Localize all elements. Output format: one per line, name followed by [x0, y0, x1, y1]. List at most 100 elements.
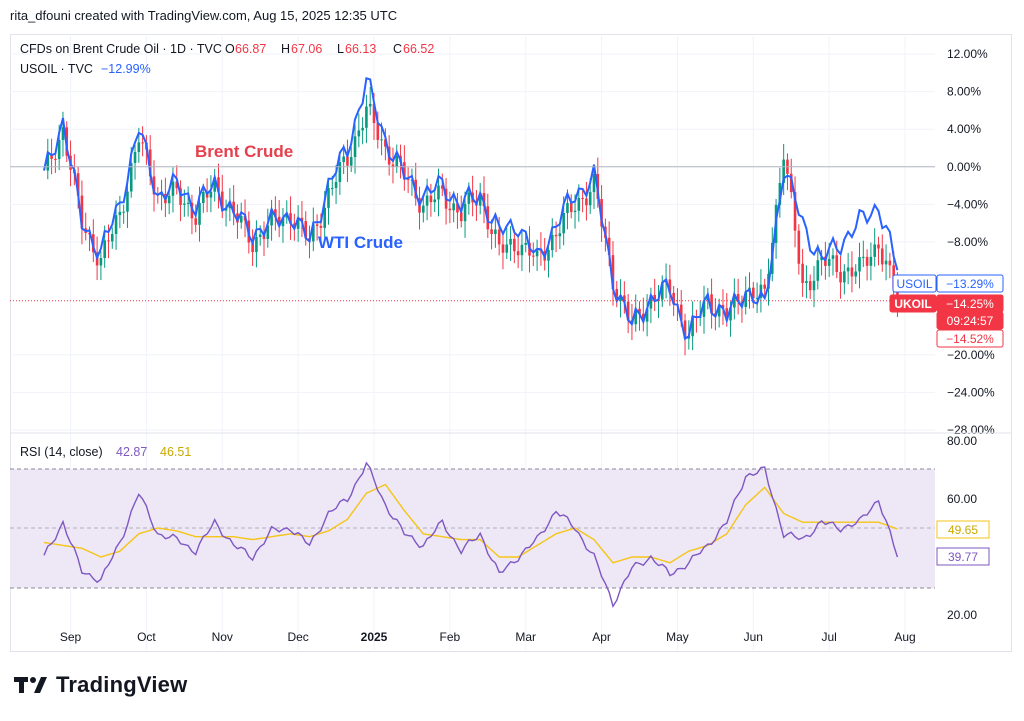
- candle-body: [107, 240, 110, 242]
- candle-body: [148, 149, 152, 177]
- time-axis-tick: Jul: [822, 630, 837, 644]
- rsi-legend-ma-value: 46.51: [160, 445, 191, 459]
- candle-body: [763, 284, 766, 289]
- rsi-ma-tag-box: [936, 520, 990, 539]
- ohlc-value: 66.87: [235, 42, 266, 56]
- candle-body: [558, 233, 562, 237]
- usoil-legend-label: USOIL · TVC: [20, 62, 93, 76]
- candle-body: [50, 154, 53, 159]
- candle-body: [300, 217, 304, 222]
- rsi-tags: 49.65 39.77: [936, 520, 990, 566]
- candle-body: [626, 301, 630, 321]
- candle-body: [562, 212, 565, 234]
- candle-body: [403, 162, 406, 179]
- usoil-legend-value: −12.99%: [101, 62, 151, 76]
- candle-body: [126, 191, 129, 212]
- candle-body: [129, 162, 133, 192]
- time-axis: Sep Oct Nov Dec 2025 Feb Mar Apr May Jun Jul Aug: [60, 630, 916, 644]
- candle-body: [357, 130, 361, 137]
- candle-body: [858, 257, 861, 272]
- price-axis-tick: −4.00%: [947, 197, 988, 211]
- candle-body: [888, 260, 892, 266]
- candle-body: [220, 191, 224, 211]
- candle-body: [274, 209, 277, 217]
- candle-body: [406, 178, 410, 180]
- ohlc-key: L: [337, 42, 344, 56]
- wti-annotation: WTI Crude: [318, 233, 403, 252]
- candle-body: [232, 201, 235, 214]
- time-axis-tick: Apr: [592, 630, 611, 644]
- price-axis-tick: 12.00%: [947, 47, 988, 61]
- ohlc-legend: O 66.87 H 67.06 L 66.13 C 66.52: [225, 42, 434, 56]
- price-axis-tick: 8.00%: [947, 85, 981, 99]
- price-tag-text: UKOIL: [894, 297, 931, 311]
- candle-body: [524, 242, 528, 245]
- candle-body: [490, 229, 493, 235]
- candle-body: [110, 234, 114, 242]
- candle-body: [710, 294, 713, 314]
- candle-body: [330, 188, 334, 190]
- candle-body: [839, 271, 842, 283]
- candle-body: [687, 336, 691, 339]
- candle-body: [721, 304, 725, 309]
- time-axis-tick: Dec: [287, 630, 308, 644]
- candle-body: [202, 192, 205, 204]
- candle-body: [452, 203, 455, 211]
- candle-body: [642, 313, 645, 322]
- candle-body: [228, 201, 232, 209]
- candle-body: [118, 211, 122, 216]
- candle-body: [171, 181, 175, 196]
- candle-body: [820, 256, 823, 261]
- candle-body: [152, 176, 156, 195]
- tradingview-logo[interactable]: TradingView: [14, 672, 187, 698]
- candle-body: [649, 294, 653, 309]
- candle-body: [793, 192, 797, 231]
- candle-body: [520, 244, 524, 256]
- candle-body: [277, 216, 281, 227]
- candle-body: [653, 294, 656, 302]
- price-tag-text: −14.52%: [946, 332, 994, 346]
- candle-body: [736, 294, 740, 302]
- price-axis: 12.00% 8.00% 4.00% 0.00% −4.00% −8.00% −20.00%…: [947, 47, 995, 437]
- rsi-legend-label: RSI (14, close): [20, 445, 103, 459]
- candle-body: [422, 205, 425, 213]
- wti-series-line: [43, 77, 899, 341]
- tradingview-logo-icon: [14, 677, 47, 693]
- candle-body: [137, 142, 141, 152]
- candle-body: [482, 193, 486, 207]
- candle-body: [569, 202, 573, 213]
- candle-body: [338, 162, 342, 182]
- candle-body: [456, 203, 459, 213]
- candle-body: [577, 197, 581, 211]
- candle-body: [880, 248, 884, 265]
- candle-body: [645, 308, 649, 322]
- price-axis-tick: −8.00%: [947, 235, 988, 249]
- candle-body: [850, 267, 854, 277]
- candle-body: [304, 221, 308, 239]
- candle-body: [327, 188, 330, 208]
- ohlc-value: 66.13: [345, 42, 376, 56]
- candle-body: [782, 159, 785, 183]
- candle-body: [566, 202, 569, 213]
- candle-body: [251, 242, 254, 253]
- candle-body: [160, 194, 163, 196]
- time-axis-tick: May: [666, 630, 689, 644]
- candle-body: [607, 237, 611, 256]
- ohlc-value: 67.06: [291, 42, 322, 56]
- rsi-tag-text: 39.77: [948, 550, 978, 564]
- price-axis-tick: −24.00%: [947, 385, 995, 399]
- candle-body: [831, 255, 835, 259]
- candle-body: [270, 209, 273, 226]
- tradingview-logo-text: TradingView: [56, 672, 188, 697]
- candle-body: [122, 211, 125, 213]
- candle-body: [315, 224, 319, 226]
- candle-body: [884, 260, 888, 265]
- candle-body: [581, 197, 584, 199]
- candle-body: [623, 295, 626, 302]
- time-axis-tick: Nov: [212, 630, 233, 644]
- candle-body: [835, 255, 839, 272]
- candle-body: [532, 255, 535, 257]
- candle-body: [334, 181, 338, 189]
- candle-body: [437, 185, 440, 200]
